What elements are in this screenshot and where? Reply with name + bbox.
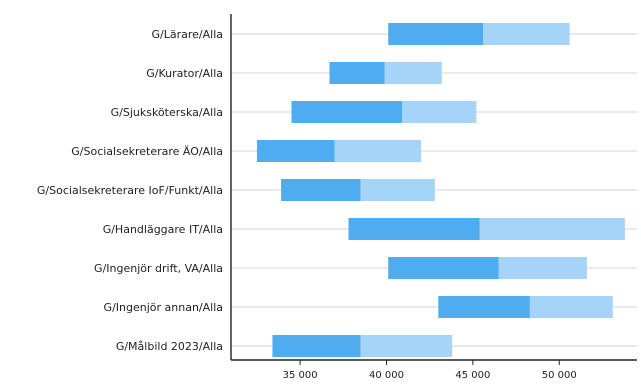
category-labels: G/Lärare/Alla G/Kurator/Alla G/Sjuksköters…	[37, 28, 223, 353]
bars	[256, 23, 625, 357]
x-tick-label: 50 000	[542, 370, 577, 381]
bar-lower-segment	[281, 179, 361, 201]
x-tick-label: 40 000	[369, 370, 404, 381]
category-label: G/Handläggare IT/Alla	[103, 223, 223, 236]
bar-upper-segment	[483, 23, 570, 45]
bar-upper-segment	[334, 140, 422, 162]
bar-lower-segment	[388, 257, 499, 279]
category-label: G/Lärare/Alla	[152, 28, 224, 41]
bar-lower-segment	[272, 335, 361, 357]
category-label: G/Ingenjör annan/Alla	[104, 301, 223, 314]
x-tick-label: 35 000	[283, 370, 318, 381]
bar-upper-segment	[498, 257, 587, 279]
bar-upper-segment	[402, 101, 477, 123]
category-label: G/Målbild 2023/Alla	[116, 340, 223, 353]
x-tick-labels: 35 000 40 000 45 000 50 000	[283, 360, 577, 381]
bar-upper-segment	[384, 62, 442, 84]
x-tick-label: 45 000	[455, 370, 490, 381]
category-label: G/Kurator/Alla	[146, 67, 223, 80]
bar-lower-segment	[329, 62, 385, 84]
category-label: G/Socialsekreterare IoF/Funkt/Alla	[37, 184, 223, 197]
bar-lower-segment	[388, 23, 484, 45]
bar-upper-segment	[360, 335, 453, 357]
axes	[230, 14, 637, 361]
bar-upper-segment	[360, 179, 435, 201]
bar-lower-segment	[291, 101, 403, 123]
category-label: G/Sjuksköterska/Alla	[111, 106, 223, 119]
category-label: G/Socialsekreterare ÄO/Alla	[71, 145, 223, 158]
bar-upper-segment	[529, 296, 613, 318]
bar-lower-segment	[348, 218, 480, 240]
category-label: G/Ingenjör drift, VA/Alla	[94, 262, 223, 275]
bar-upper-segment	[479, 218, 625, 240]
bar-lower-segment	[256, 140, 335, 162]
bar-lower-segment	[438, 296, 530, 318]
